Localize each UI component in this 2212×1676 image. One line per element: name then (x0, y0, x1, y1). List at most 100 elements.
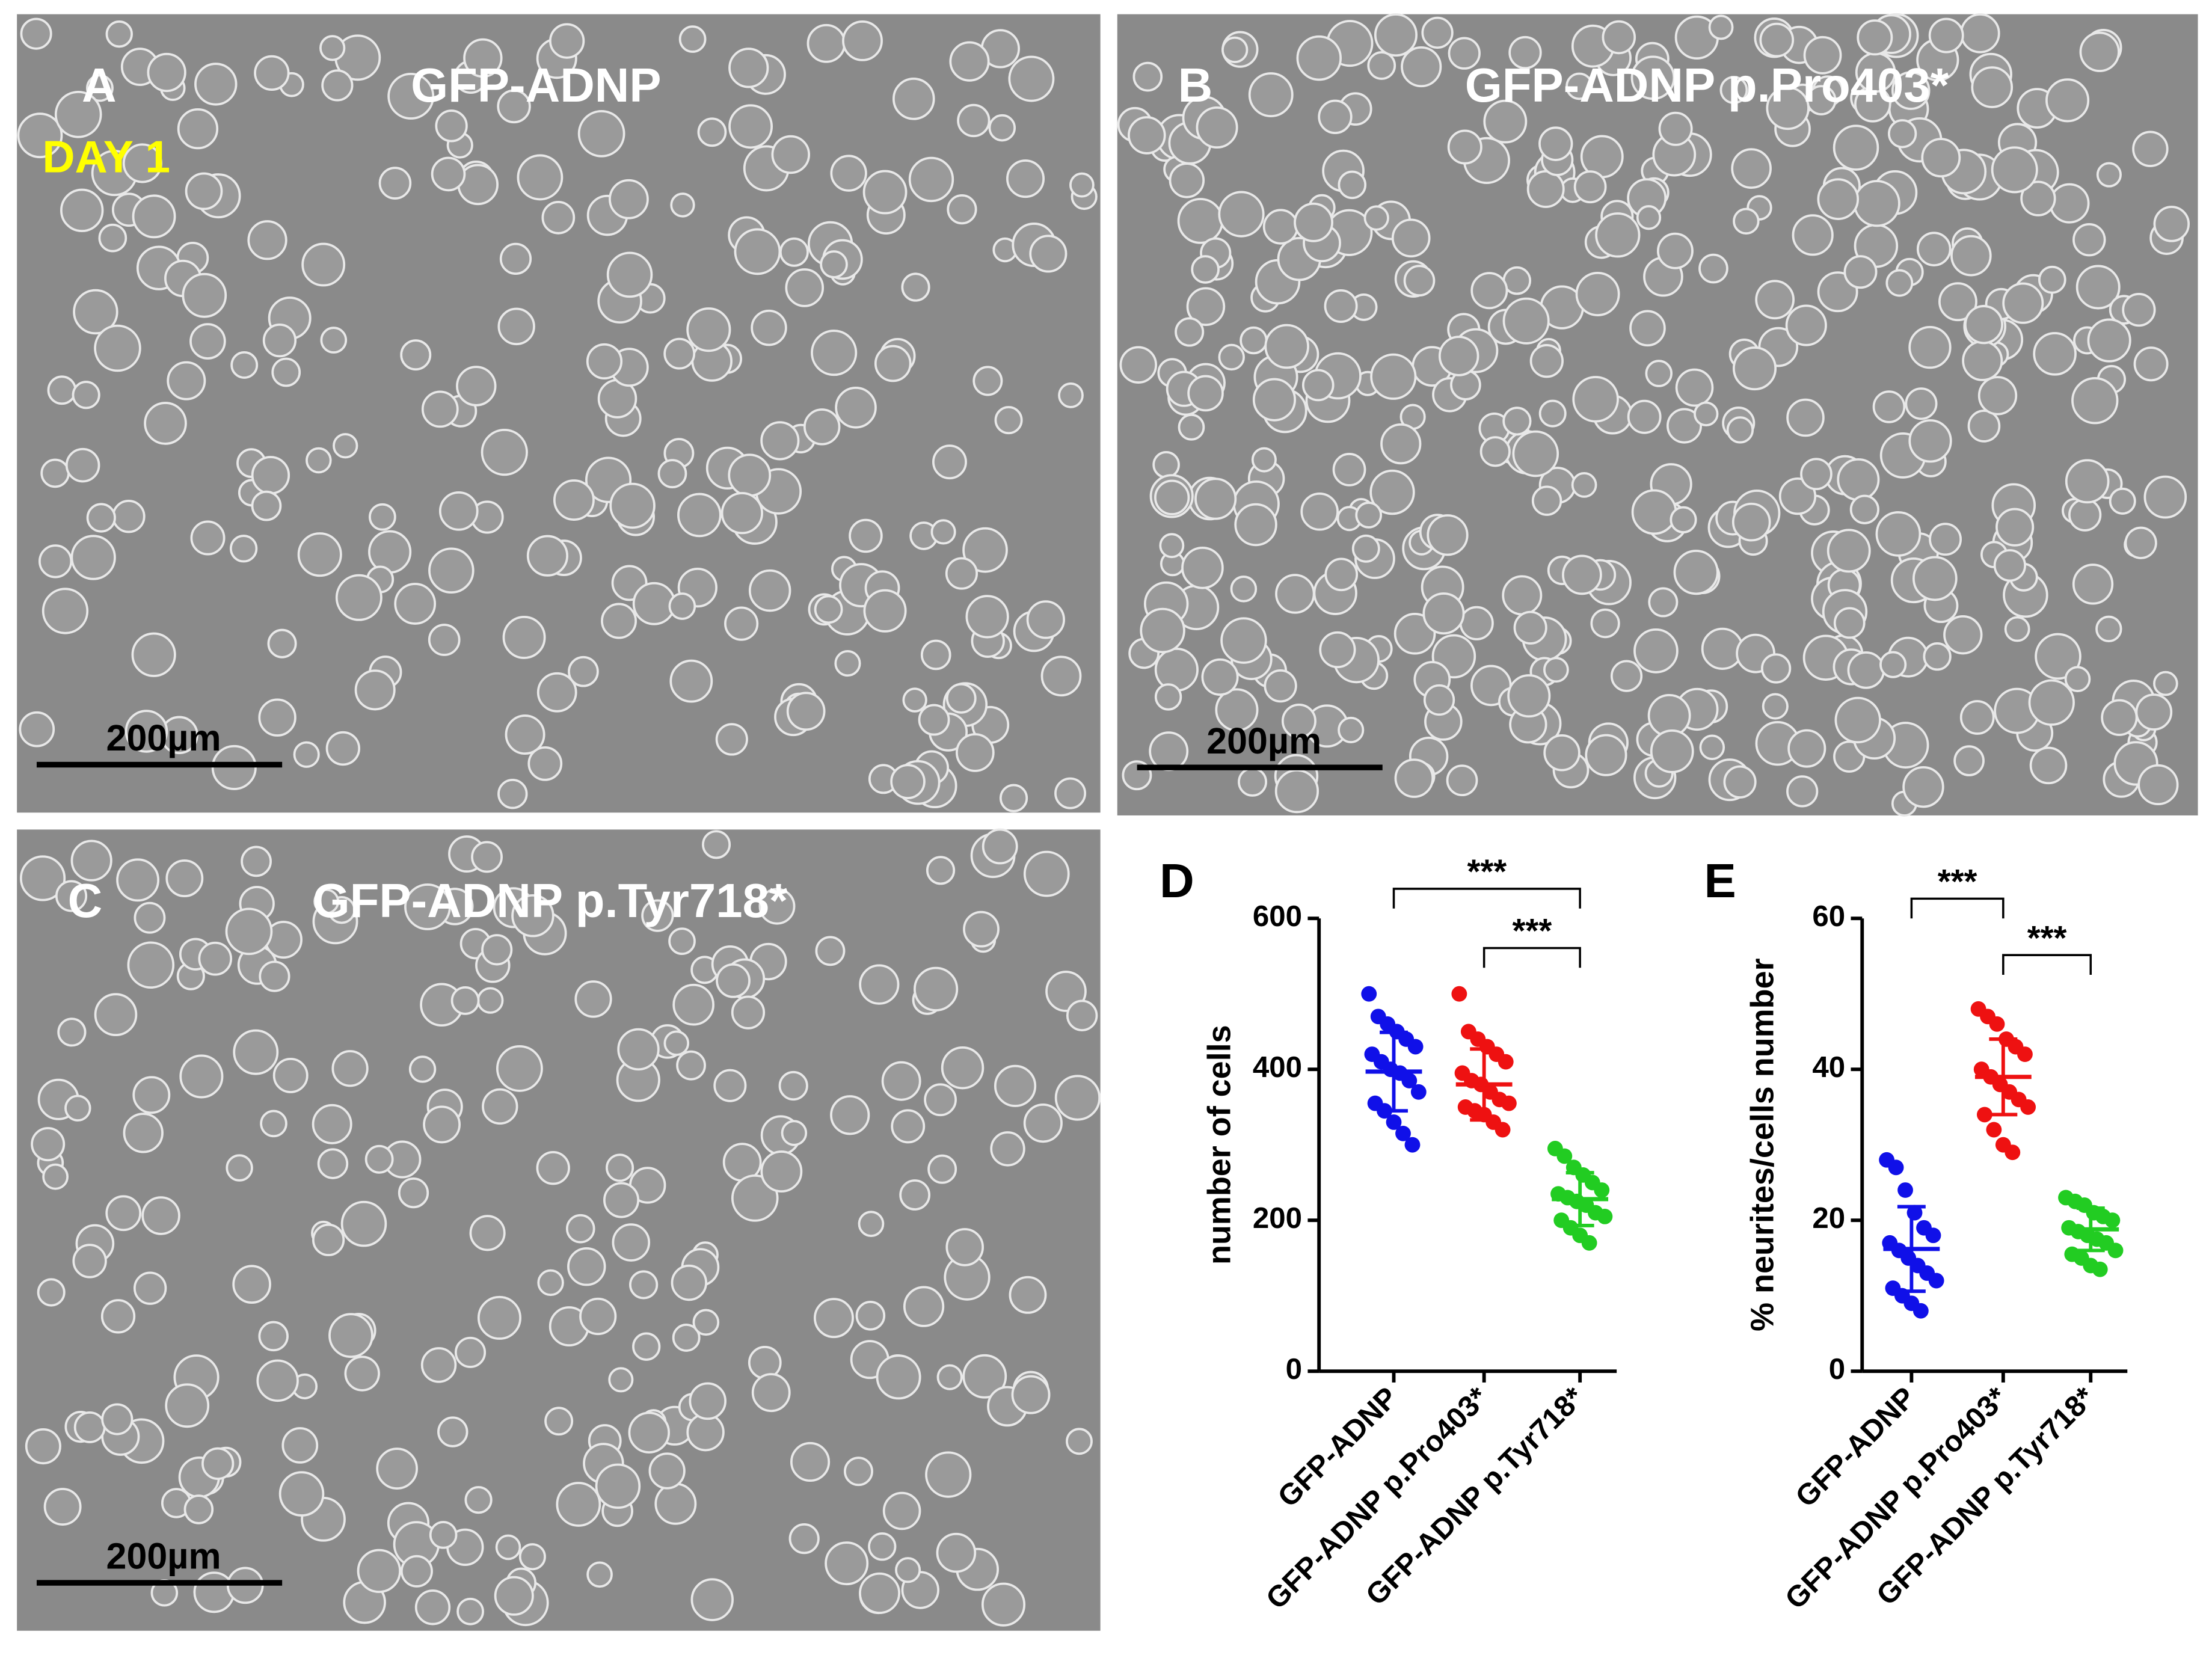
cell (2096, 162, 2122, 188)
cell (2122, 293, 2156, 327)
cell (902, 687, 927, 713)
cell (193, 1571, 235, 1613)
cell (648, 1452, 686, 1490)
cell (1351, 534, 1380, 563)
cell (1908, 325, 1952, 369)
data-point (1925, 1227, 1941, 1244)
cell (2132, 130, 2169, 167)
cell (1040, 655, 1082, 697)
cell (1275, 574, 1315, 614)
cell (720, 492, 763, 535)
cell (541, 201, 576, 235)
cell (428, 547, 475, 594)
cell (450, 986, 480, 1015)
cell (281, 1427, 319, 1464)
cell (1152, 450, 1180, 479)
cell (1045, 971, 1087, 1012)
cell (965, 595, 1009, 639)
cell (496, 1045, 543, 1092)
data-point (1912, 1303, 1929, 1319)
cell (357, 1549, 401, 1593)
cell (328, 1313, 373, 1358)
cell (595, 1463, 641, 1509)
cell (1971, 66, 2014, 108)
cell (606, 251, 653, 298)
cell (1154, 479, 1190, 515)
cell (945, 1228, 985, 1266)
cell (1538, 399, 1567, 428)
cell (2020, 180, 2056, 216)
cell (1694, 401, 1719, 426)
cell (1902, 766, 1944, 808)
cell (2072, 223, 2106, 257)
cell (1631, 489, 1677, 535)
cell (1023, 850, 1070, 897)
cell (672, 983, 714, 1026)
cell (132, 1076, 171, 1114)
cell (1908, 419, 1952, 463)
cell (394, 583, 437, 625)
cell (785, 268, 825, 307)
cell (981, 1582, 1026, 1627)
cell (147, 52, 186, 93)
y-tick-label: 20 (1812, 1202, 1845, 1235)
cell (1240, 326, 1268, 355)
cell (609, 482, 656, 529)
cell (1119, 346, 1157, 384)
cell (957, 103, 991, 138)
cell (72, 381, 100, 410)
cell (927, 1154, 957, 1184)
cell (949, 41, 990, 82)
cell (617, 1028, 660, 1071)
cell (73, 289, 118, 335)
cell (313, 888, 339, 915)
cell (131, 632, 176, 677)
cell (98, 223, 127, 253)
data-point (1888, 1159, 1904, 1176)
cell (1590, 608, 1620, 639)
cell (94, 324, 141, 372)
cell (1995, 508, 2035, 547)
significance-label: *** (2027, 919, 2067, 957)
cell (1543, 657, 1569, 683)
cell (17, 112, 63, 159)
significance-bracket (2002, 954, 2092, 975)
cell (1132, 61, 1163, 92)
y-tick-label: 400 (1253, 1051, 1302, 1084)
cell (608, 1367, 634, 1393)
cell (1238, 767, 1267, 797)
cell (914, 966, 959, 1011)
cell (144, 402, 187, 445)
cell (672, 1324, 701, 1352)
cell (1565, 72, 1593, 100)
cell (194, 63, 238, 106)
cell (751, 309, 787, 346)
cell (676, 1050, 706, 1081)
cell (127, 941, 175, 989)
cell (1447, 129, 1482, 165)
cell (38, 544, 73, 579)
cell (1792, 214, 1834, 256)
cell (629, 1270, 659, 1300)
cell (477, 987, 504, 1014)
cell (165, 859, 204, 898)
cell (25, 1428, 61, 1465)
cell (201, 1447, 235, 1480)
cell (1502, 407, 1532, 436)
cell (1833, 607, 1866, 639)
cell (748, 1346, 782, 1380)
cell (751, 1373, 791, 1413)
data-point (1989, 1016, 2005, 1032)
cell (1650, 729, 1694, 773)
cell (1759, 22, 1795, 58)
cell (251, 456, 290, 495)
cell (481, 428, 528, 476)
cell (1296, 35, 1342, 81)
cell (606, 1153, 634, 1182)
cell (420, 1347, 457, 1383)
cell (1923, 642, 1952, 671)
cell (141, 1196, 180, 1235)
cell (423, 1105, 461, 1144)
cell (1853, 180, 1900, 227)
cell (1421, 16, 1454, 49)
